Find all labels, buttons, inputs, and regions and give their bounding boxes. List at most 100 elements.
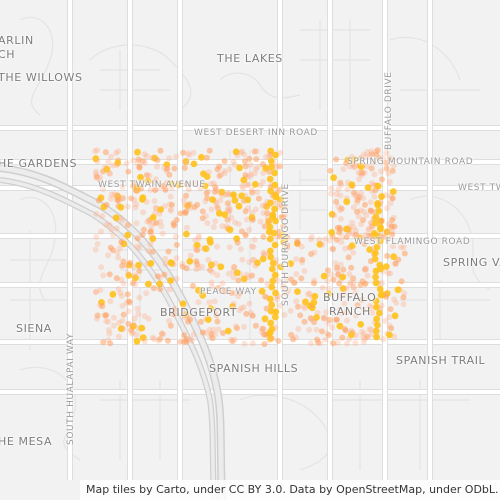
incident-point (333, 191, 340, 198)
map-attribution[interactable]: Map tiles by Carto, under CC BY 3.0. Dat… (80, 480, 500, 500)
incident-point (224, 327, 232, 335)
incident-point (267, 335, 275, 342)
incident-point (359, 278, 366, 285)
incident-point (260, 249, 267, 256)
incident-point (234, 152, 241, 159)
incident-point (269, 335, 276, 342)
incident-point (258, 287, 266, 295)
incident-point (249, 189, 256, 196)
incident-point (160, 331, 167, 338)
incident-point (363, 266, 369, 273)
incident-point (180, 197, 187, 204)
incident-point (331, 212, 338, 219)
incident-point (140, 226, 147, 233)
incident-point (128, 195, 135, 202)
incident-point (238, 149, 245, 156)
incident-point (107, 298, 114, 305)
incident-point (337, 179, 344, 186)
incident-point (117, 203, 125, 211)
incident-point (164, 165, 171, 172)
incident-point (257, 182, 264, 189)
incident-point (341, 300, 348, 307)
incident-point (319, 284, 326, 291)
incident-point (130, 157, 137, 164)
incident-point (213, 312, 220, 319)
incident-point (231, 336, 238, 343)
incident-point (333, 198, 340, 205)
incident-point (230, 274, 237, 281)
incident-point (378, 280, 385, 287)
incident-point (249, 243, 256, 250)
incident-point (144, 177, 152, 185)
incident-point (215, 326, 222, 333)
minor-street (299, 170, 330, 230)
incident-point (311, 319, 318, 326)
incident-point (325, 290, 333, 298)
incident-point (354, 208, 360, 215)
incident-point (311, 292, 319, 300)
incident-point (115, 319, 122, 326)
incident-point (195, 299, 202, 306)
incident-point (275, 337, 282, 344)
incident-point (246, 259, 253, 266)
incident-point (212, 260, 219, 267)
incident-point (133, 331, 140, 338)
incident-point (139, 231, 146, 238)
incident-point (362, 232, 369, 239)
incident-point (125, 168, 132, 175)
incident-point (390, 162, 397, 169)
incident-point (239, 183, 246, 189)
incident-point (391, 296, 398, 303)
incident-point (214, 318, 221, 325)
incident-point (374, 201, 382, 209)
incident-point (252, 322, 259, 329)
incident-point (364, 272, 371, 279)
incident-point (368, 326, 375, 333)
incident-point (346, 224, 353, 231)
incident-point (351, 164, 358, 171)
incident-point (144, 218, 151, 225)
major-roads (0, 0, 500, 480)
incident-point (260, 170, 267, 176)
incident-point (307, 340, 314, 347)
incident-point (294, 238, 301, 245)
incident-point (183, 265, 190, 272)
area-label-the-gardens: HE GARDENS (0, 157, 78, 170)
incident-point (164, 337, 171, 344)
incident-point (310, 299, 318, 306)
incident-point (212, 184, 219, 191)
incident-point (221, 170, 228, 177)
incident-point (376, 155, 383, 162)
incident-point (398, 244, 405, 250)
incident-point (383, 149, 390, 156)
incident-point (267, 319, 275, 327)
incident-point (351, 192, 358, 199)
incident-point (92, 246, 99, 253)
incident-point (266, 175, 274, 183)
incident-point (199, 263, 206, 270)
incident-point (99, 303, 106, 310)
incident-point (113, 150, 120, 157)
incident-point (190, 160, 198, 168)
incident-point (214, 205, 221, 212)
incident-point (306, 290, 313, 297)
incident-point (293, 298, 300, 305)
minor-street (89, 44, 192, 111)
incident-point (172, 233, 179, 240)
incident-point (96, 177, 103, 184)
incident-point (221, 168, 228, 175)
incident-point (307, 236, 314, 243)
incident-point (187, 252, 194, 259)
incident-point (249, 312, 256, 319)
incident-point (311, 280, 317, 287)
incident-point (272, 217, 279, 225)
incident-point (401, 250, 408, 257)
incident-point (230, 191, 237, 199)
incident-point (127, 327, 134, 333)
incident-point (287, 307, 294, 314)
incident-point (361, 240, 368, 247)
incident-point (195, 235, 202, 242)
incident-point (186, 152, 192, 159)
incident-point (346, 230, 353, 237)
